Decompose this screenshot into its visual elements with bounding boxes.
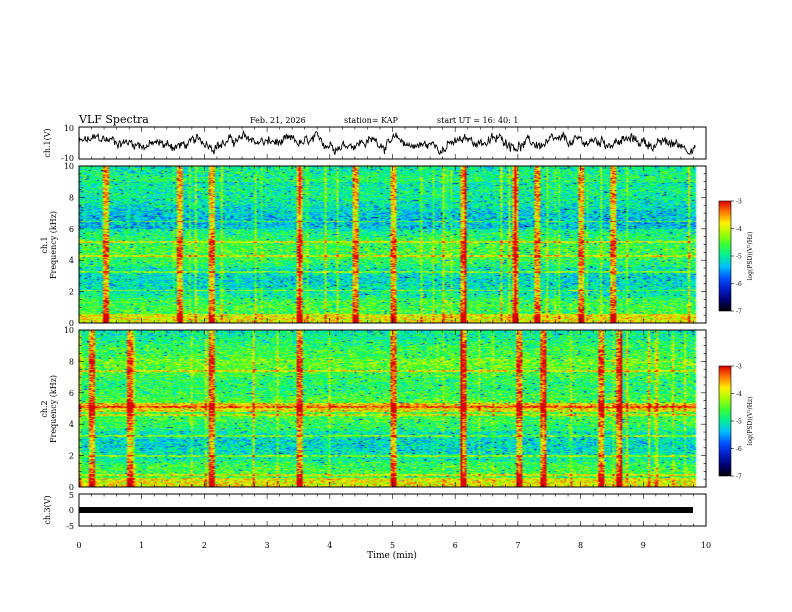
ch2-spectrogram-panel: 0 2 4 6 8 10 ch.2 Frequency (kHz) (40, 326, 707, 492)
x-axis-label: Time (min) (367, 550, 417, 561)
ch1-spectrogram-panel: 0 2 4 6 8 10 ch.1 Frequency (kHz) (40, 162, 707, 328)
colorbar-tick-label: -3 (736, 199, 742, 206)
ch2-spectrogram-ylabel: ch.2 (40, 400, 49, 417)
ch1-ylabel: ch.1(V) (43, 128, 52, 157)
ytick-label: 2 (69, 288, 74, 297)
ch1-yticks: 0 2 4 6 8 10 (64, 162, 706, 328)
xtick-label: 8 (578, 541, 583, 550)
station-label: station= KAP (344, 116, 399, 125)
ch2-colorbar-label: log(PSD)(V²/Hz) (747, 397, 754, 446)
date-label: Feb. 21, 2026 (250, 116, 306, 125)
ch2-frequency-label: Frequency (kHz) (49, 375, 58, 443)
figure-title: VLF Spectra (78, 113, 149, 126)
ytick-label: 0 (69, 319, 74, 328)
ch1-waveform-line (78, 129, 696, 156)
xtick-label: 7 (515, 541, 520, 550)
xtick-label: 5 (390, 541, 395, 550)
ytick-label: 6 (69, 225, 74, 234)
ch1-frequency-label: Frequency (kHz) (49, 211, 58, 279)
ch1-colorbar-ticks: -3 -4 -5 -6 -7 (731, 199, 742, 316)
ytick-label: 10 (64, 162, 74, 171)
ytick-label: 0 (69, 483, 74, 492)
colorbar-tick-label: -5 (736, 254, 742, 261)
ch3-ylabel: ch.3(V) (43, 495, 52, 524)
start-time-label: start UT = 16: 40: 1 (437, 116, 518, 125)
xtick-label: 9 (641, 541, 646, 550)
ytick-label: 8 (69, 193, 74, 202)
ch3-ytick-top: 5 (69, 491, 74, 500)
ch3-ytick-bottom: -5 (66, 522, 74, 531)
ch1-spectrogram-ylabel: ch.1 (40, 236, 49, 253)
colorbar-tick-label: -6 (736, 281, 742, 288)
ytick-label: 6 (69, 389, 74, 398)
time-ticks (78, 127, 707, 526)
ch3-waveform-panel: 5 0 -5 ch.3(V) (43, 491, 707, 531)
xtick-label: 4 (327, 541, 332, 550)
ch3-ytick-mid: 0 (69, 506, 74, 515)
ch1-colorbar-gradient (718, 200, 732, 312)
ch1-waveform-panel: 10 -10 ch.1(V) (43, 124, 707, 163)
ch3-waveform-line (79, 507, 693, 513)
ytick-label: 8 (69, 357, 74, 366)
ytick-label: 2 (69, 452, 74, 461)
xtick-label: 10 (701, 541, 711, 550)
colorbar-tick-label: -5 (736, 419, 742, 426)
colorbar-tick-label: -4 (736, 391, 742, 398)
ytick-label: 4 (69, 420, 74, 429)
ch1-ytick-top: 10 (64, 124, 74, 133)
xtick-label: 0 (76, 541, 81, 550)
ch2-colorbar-gradient (718, 365, 732, 477)
ch1-colorbar: -3 -4 -5 -6 -7 log(PSD)(V²/Hz) (718, 199, 754, 316)
colorbar-tick-label: -7 (736, 309, 742, 316)
ch2-yticks: 0 2 4 6 8 10 (64, 326, 706, 492)
xtick-label: 3 (265, 541, 270, 550)
colorbar-tick-label: -3 (736, 364, 742, 371)
ch1-spectrogram-image (79, 166, 706, 323)
colorbar-tick-label: -6 (736, 446, 742, 453)
xtick-label: 6 (453, 541, 458, 550)
ch2-colorbar: -3 -4 -5 -6 -7 log(PSD)(V²/Hz) (718, 364, 754, 481)
colorbar-tick-label: -4 (736, 226, 742, 233)
ch1-colorbar-label: log(PSD)(V²/Hz) (747, 232, 754, 281)
xtick-label: 1 (139, 541, 144, 550)
colorbar-tick-label: -7 (736, 474, 742, 481)
xtick-label: 2 (202, 541, 207, 550)
time-tick-labels: 0 1 2 3 4 5 6 7 8 9 10 (76, 541, 711, 550)
ch2-colorbar-ticks: -3 -4 -5 -6 -7 (731, 364, 742, 481)
ytick-label: 10 (64, 326, 74, 335)
ch2-spectrogram-image (79, 330, 706, 487)
ytick-label: 4 (69, 256, 74, 265)
ch1-ytick-bottom: -10 (61, 154, 74, 163)
